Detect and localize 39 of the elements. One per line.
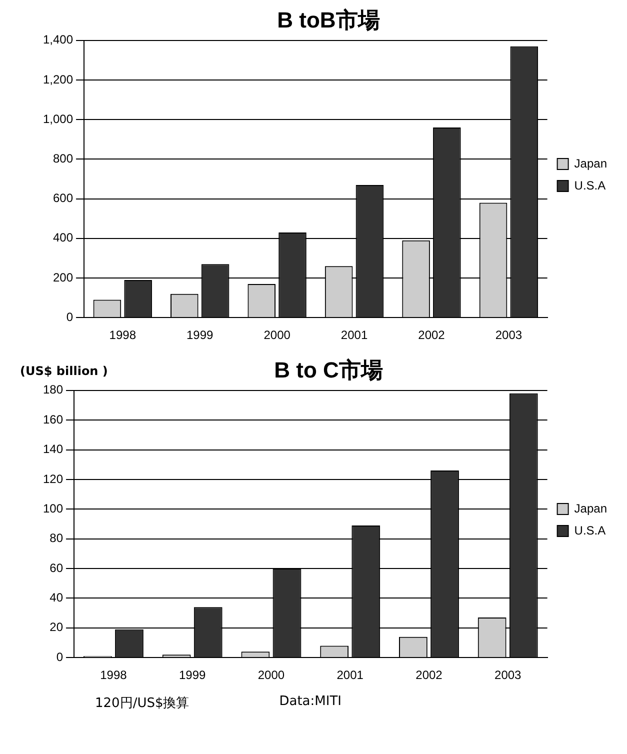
legend-label: U.S.A [574,523,606,538]
y-axis-title: (US$ billion ) [20,364,108,378]
y-tick-label: 120 [42,472,64,486]
x-tick-label: 1999 [186,328,214,342]
chart-title: B toB市場 [277,7,380,32]
y-tick-label: 1,200 [43,72,74,86]
y-tick-label: 1,400 [43,32,74,47]
legend-label: Japan [574,501,608,516]
y-tick-label: 40 [50,590,64,605]
y-tick-label: 1,000 [43,112,74,126]
x-tick-label: 1999 [178,668,206,682]
y-tick-label: 60 [50,560,64,575]
y-tick-label: 0 [66,310,74,324]
text: 120円/US$換算 [95,695,190,712]
y-tick-label: 20 [50,620,64,634]
y-tick-label: 100 [42,501,64,516]
y-tick-label: 800 [53,152,74,166]
y-tick-label: 180 [42,382,64,397]
x-tick-label: 2003 [495,328,522,342]
y-tick-label: 400 [53,230,74,245]
text: Data:MITI [279,694,342,711]
x-tick-label: 1998 [109,328,136,342]
y-tick-label: 600 [53,191,74,206]
chart-title: B to C市場 [274,357,383,382]
x-tick-label: 2002 [418,328,446,342]
x-tick-label: 2000 [264,328,291,342]
x-tick-label: 2001 [340,328,368,342]
legend-label: U.S.A [574,178,606,192]
legend-label: Japan [574,156,608,170]
y-tick-label: 160 [42,412,64,426]
y-tick-label: 200 [53,270,74,284]
y-tick-label: 0 [56,650,64,664]
x-tick-label: 2000 [258,668,285,682]
x-tick-label: 1998 [100,668,128,682]
y-tick-label: 140 [42,442,64,456]
x-tick-label: 2003 [494,668,522,682]
y-tick-label: 80 [50,531,64,546]
x-tick-label: 2001 [336,668,364,682]
x-tick-label: 2002 [416,668,443,682]
